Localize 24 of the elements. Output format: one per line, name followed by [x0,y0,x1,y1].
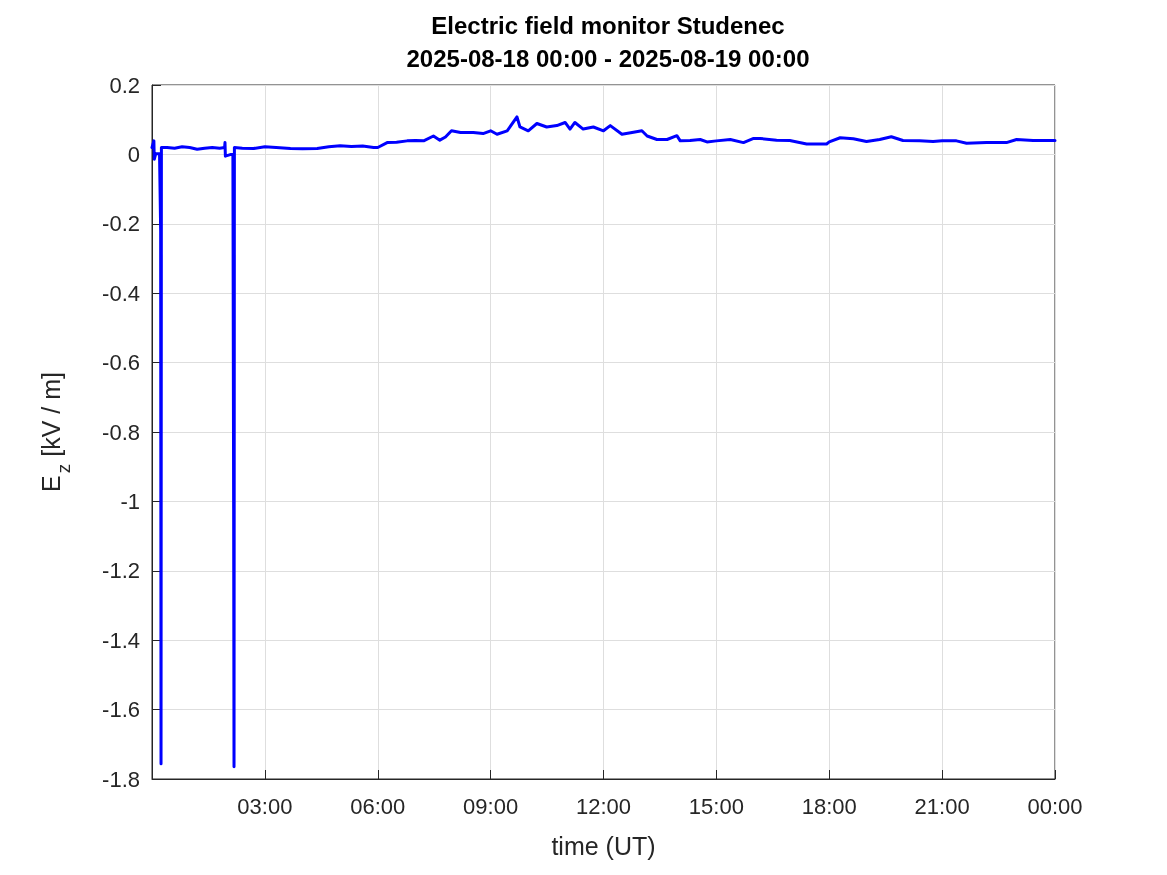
x-tick-label: 18:00 [801,793,857,819]
y-tick-label: -1.8 [102,766,140,792]
x-tick-label: 21:00 [914,793,970,819]
x-tick-label: 15:00 [688,793,744,819]
y-tick-label: -1.2 [102,558,140,584]
y-axis-title: Ez [kV / m] [36,372,74,492]
x-tick-label: 09:00 [463,793,519,819]
y-tick-label: -1.6 [102,697,140,723]
chart-title: Electric field monitor Studenec [431,11,785,39]
y-tick-label: -0.6 [102,350,140,376]
x-tick-label: 12:00 [575,793,632,819]
y-tick-label: 0.2 [109,72,140,98]
chart-subtitle: 2025-08-18 00:00 - 2025-08-19 00:00 [406,44,810,72]
x-tick-label: 03:00 [237,793,293,819]
y-tick-label: -1 [120,488,140,514]
y-tick-label: 0 [127,141,140,167]
x-axis-title: time (UT) [551,831,656,860]
y-tick-label: -0.4 [102,280,140,306]
y-tick-label: -0.8 [102,419,140,445]
y-tick-label: -1.4 [102,627,140,653]
x-tick-label: 00:00 [1027,793,1083,819]
line-series [150,115,1057,769]
y-tick-label: -0.2 [102,211,140,237]
x-tick-label: 06:00 [350,793,406,819]
